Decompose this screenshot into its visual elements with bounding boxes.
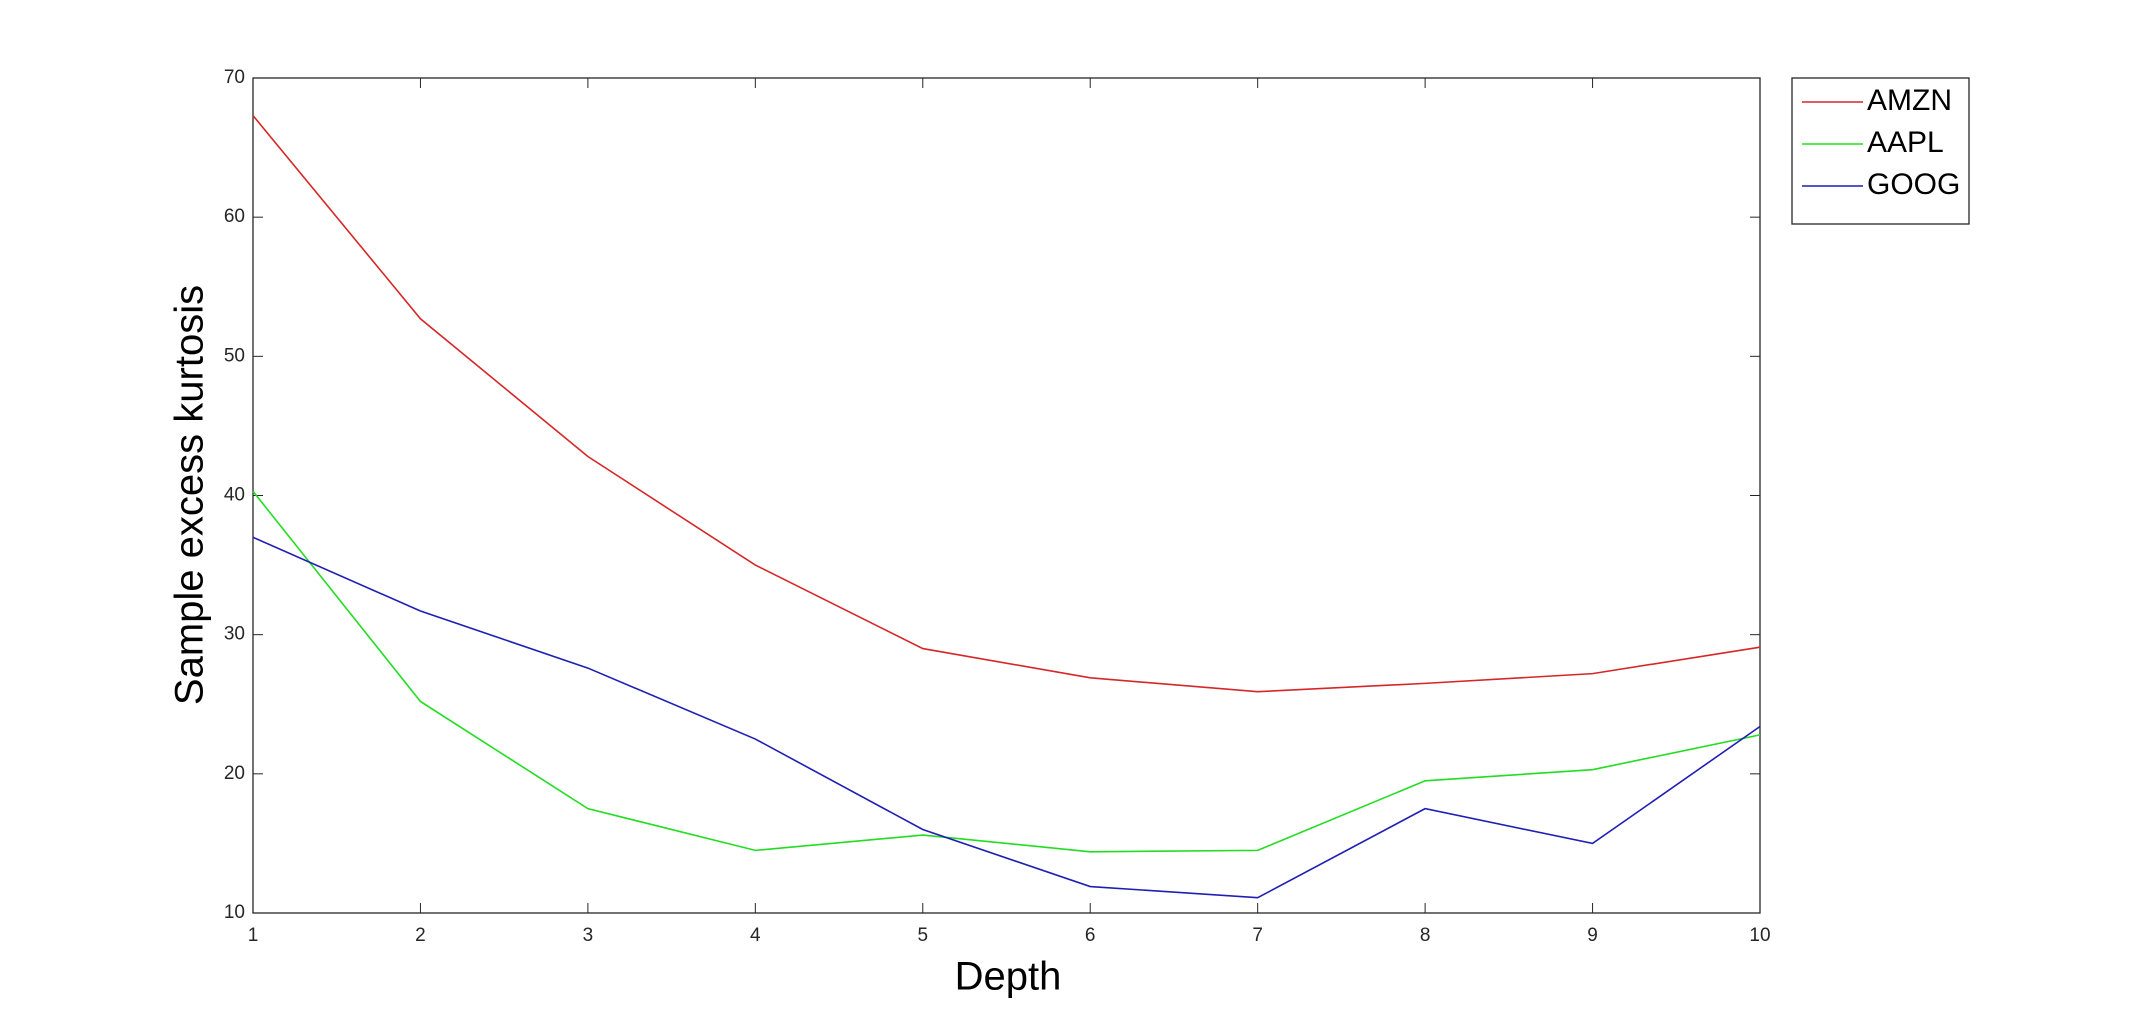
x-tick-label: 7 xyxy=(1252,925,1263,946)
x-tick-label: 2 xyxy=(415,925,426,946)
legend-label: AMZN xyxy=(1867,84,1952,117)
y-tick-label: 70 xyxy=(224,67,245,88)
x-tick-label: 8 xyxy=(1420,925,1431,946)
x-tick-label: 4 xyxy=(750,925,761,946)
y-tick-label: 50 xyxy=(224,345,245,366)
series-line xyxy=(252,490,1761,853)
y-axis-label: Sample excess kurtosis xyxy=(168,285,212,705)
y-tick-label: 40 xyxy=(224,485,245,506)
x-tick-label: 6 xyxy=(1085,925,1096,946)
x-tick-label: 1 xyxy=(248,925,259,946)
y-tick-label: 30 xyxy=(224,624,245,645)
y-tick-label: 10 xyxy=(224,902,245,923)
series-line xyxy=(252,536,1761,899)
x-tick-label: 5 xyxy=(917,925,928,946)
legend-label: GOOG xyxy=(1867,168,1960,201)
legend-box xyxy=(1791,77,1970,225)
series-line xyxy=(252,115,1761,693)
x-tick-label: 3 xyxy=(583,925,594,946)
x-tick-label: 10 xyxy=(1749,925,1770,946)
x-tick-label: 9 xyxy=(1587,925,1598,946)
y-tick-label: 60 xyxy=(224,206,245,227)
plot-frame xyxy=(252,77,1761,914)
x-axis-label: Depth xyxy=(955,955,1062,999)
legend-label: AAPL xyxy=(1867,126,1944,159)
y-tick-label: 20 xyxy=(224,763,245,784)
